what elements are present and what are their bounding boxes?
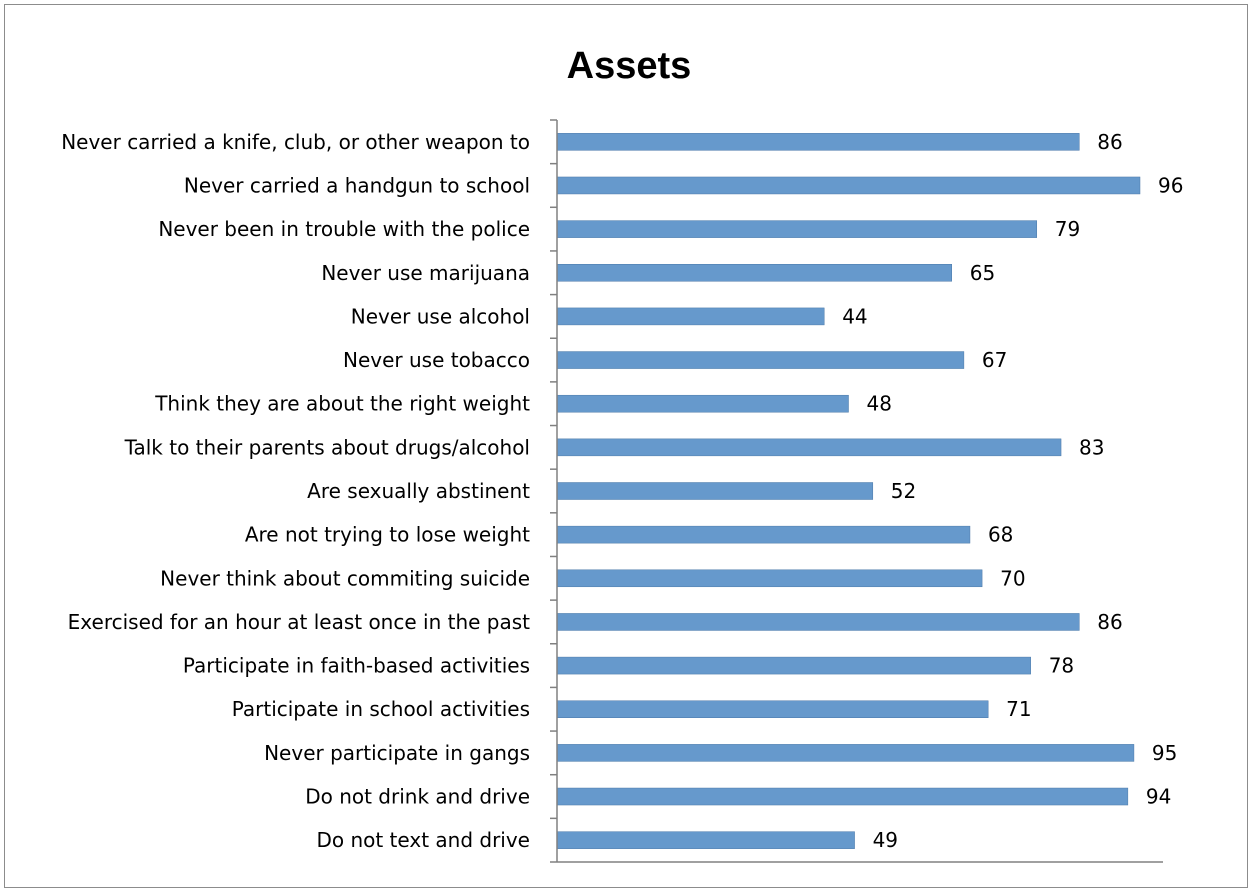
category-label: Talk to their parents about drugs/alcoho…: [124, 435, 530, 459]
bar: [556, 133, 1080, 151]
bar: [556, 176, 1141, 195]
value-label: 44: [842, 304, 867, 328]
category-label: Never participate in gangs: [264, 741, 530, 765]
value-label: 71: [1006, 697, 1031, 721]
value-label: 79: [1055, 217, 1080, 241]
value-label: 83: [1079, 435, 1104, 459]
bars-group: [556, 133, 1141, 849]
value-label: 94: [1146, 785, 1171, 809]
category-label: Think they are about the right weight: [154, 392, 530, 416]
value-label: 68: [988, 523, 1013, 547]
category-label: Exercised for an hour at least once in t…: [68, 610, 530, 634]
value-labels: 86 96 79 65 44 67 48 83 52 68 70 86 78 71 95 94 49: [842, 130, 1183, 852]
category-label: Are sexually abstinent: [307, 479, 530, 503]
category-label: Never carried a knife, club, or other we…: [61, 130, 530, 154]
category-label: Never been in trouble with the police: [158, 217, 530, 241]
bar: [556, 613, 1080, 631]
value-label: 78: [1049, 654, 1074, 678]
category-label: Participate in faith-based activities: [183, 654, 530, 678]
category-label: Do not drink and drive: [305, 785, 530, 809]
bar: [556, 220, 1038, 238]
value-label: 70: [1000, 566, 1025, 590]
bar: [556, 787, 1129, 806]
chart-title: Assets: [567, 45, 692, 87]
category-labels: Never carried a knife, club, or other we…: [61, 130, 530, 852]
category-label: Never use marijuana: [321, 261, 530, 285]
value-label: 96: [1158, 173, 1183, 197]
value-label: 52: [891, 479, 916, 503]
bar: [556, 438, 1062, 457]
value-label: 86: [1097, 610, 1122, 634]
value-label: 86: [1097, 130, 1122, 154]
category-label: Never carried a handgun to school: [184, 173, 530, 197]
category-axis: [550, 119, 1163, 863]
category-label: Are not trying to lose weight: [245, 523, 530, 547]
category-label: Never use alcohol: [351, 304, 530, 328]
bar: [556, 700, 989, 718]
category-label: Never use tobacco: [343, 348, 530, 372]
value-label: 95: [1152, 741, 1177, 765]
bar: [556, 525, 971, 544]
bar: [556, 264, 952, 282]
bar: [556, 656, 1031, 675]
bar: [556, 831, 855, 849]
bar: [556, 569, 983, 588]
bar: [556, 394, 849, 413]
bar: [556, 744, 1135, 762]
bar: [556, 351, 965, 369]
category-label: Participate in school activities: [232, 697, 530, 721]
bar: [556, 482, 874, 500]
value-label: 67: [982, 348, 1007, 372]
bar: [556, 307, 825, 326]
value-label: 49: [873, 828, 898, 852]
value-label: 48: [867, 392, 892, 416]
category-label: Never think about commiting suicide: [160, 566, 530, 590]
value-label: 65: [970, 261, 995, 285]
category-label: Do not text and drive: [316, 828, 530, 852]
